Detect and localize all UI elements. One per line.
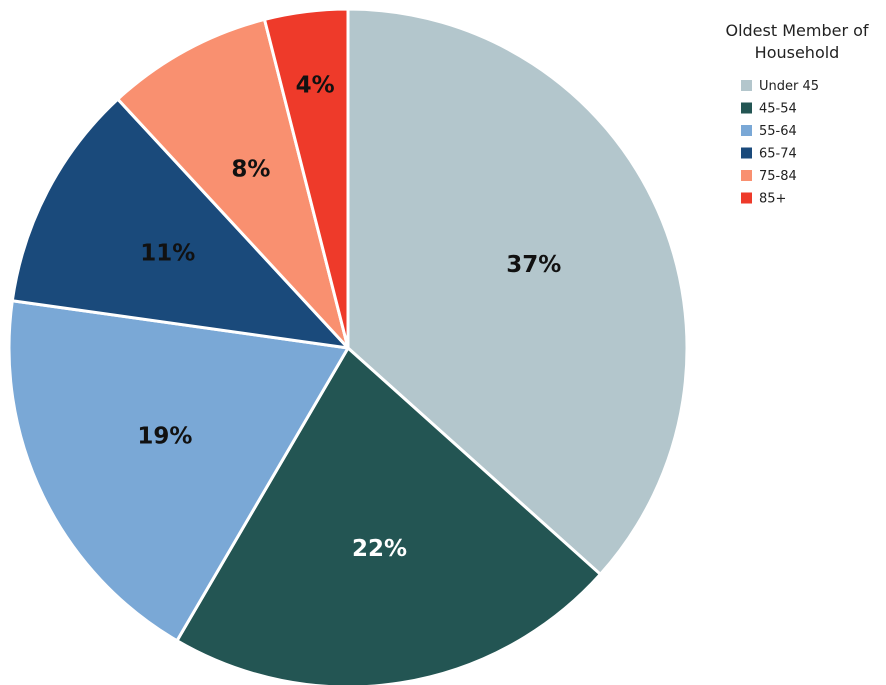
data-label: 37%	[506, 252, 561, 278]
legend-items: Under 45 45-54 55-64 65-74 75-84 85+	[741, 79, 819, 207]
data-label: 4%	[296, 73, 335, 99]
legend-title-line-2: Household	[755, 43, 840, 62]
legend-swatch	[741, 192, 752, 204]
legend-label: 55-64	[759, 124, 797, 139]
data-label: 8%	[231, 156, 270, 182]
legend-label: 65-74	[759, 147, 797, 162]
legend-label: Under 45	[759, 79, 819, 94]
legend-swatch	[741, 102, 752, 114]
legend-title-line-1: Oldest Member of	[725, 21, 868, 40]
data-label: 22%	[352, 536, 407, 562]
legend: Oldest Member of Household Under 45 45-54…	[725, 21, 868, 207]
legend-label: 75-84	[759, 169, 797, 184]
pie-slice-85	[263, 7, 350, 350]
legend-swatch	[741, 147, 752, 159]
pie-slice-65-74	[10, 97, 350, 350]
pie-slice-75-84	[116, 17, 350, 350]
pie-slices	[7, 7, 689, 685]
data-label: 11%	[140, 241, 195, 267]
pie-slice-under-45	[346, 7, 689, 576]
pie-data-labels: 37% 22% 19% 11% 8% 4%	[137, 73, 561, 562]
legend-label: 45-54	[759, 102, 797, 117]
data-label: 19%	[137, 424, 192, 450]
legend-swatch	[741, 80, 752, 91]
legend-swatch	[741, 125, 752, 136]
pie-slice-55-64	[7, 299, 350, 643]
legend-label: 85+	[759, 192, 786, 207]
pie-slice-45-54	[175, 346, 602, 685]
legend-swatch	[741, 170, 752, 181]
